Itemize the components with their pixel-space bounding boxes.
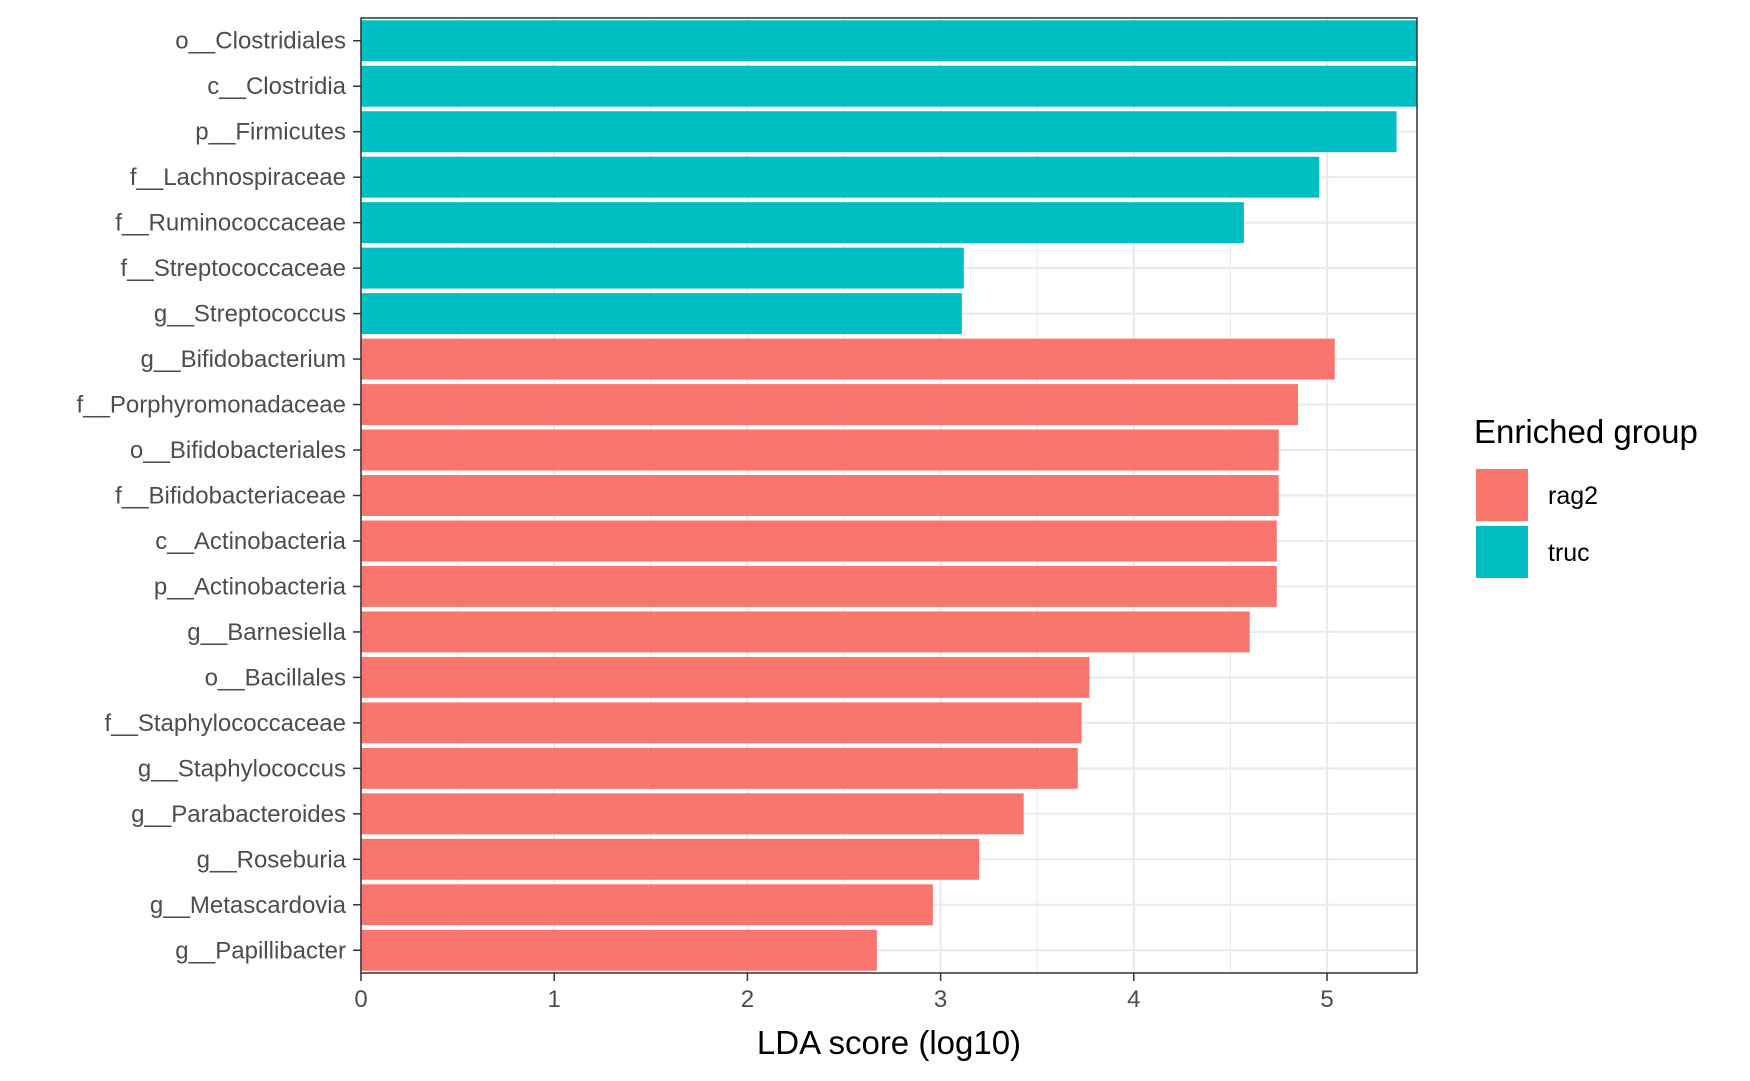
bar-g-roseburia: [361, 838, 980, 880]
y-tick-label: g__Bifidobacterium: [141, 346, 346, 373]
bar-p-firmicutes: [361, 111, 1397, 153]
bar-p-actinobacteria: [361, 565, 1277, 607]
bar-g-metascardovia: [361, 884, 933, 926]
y-tick-label: p__Firmicutes: [195, 119, 346, 146]
y-tick-label: f__Ruminococcaceae: [115, 210, 346, 237]
x-axis-title: LDA score (log10): [757, 1024, 1021, 1061]
x-tick-label: 5: [1320, 986, 1333, 1013]
legend-swatch-rag2: [1476, 469, 1528, 521]
bar-f-lachnospiraceae: [361, 156, 1320, 198]
x-axis: 0 1 2 3 4 5: [354, 973, 1334, 1013]
bar-c-clostridia: [361, 65, 1417, 107]
legend: Enriched group rag2 truc: [1474, 413, 1698, 578]
legend-label-rag2: rag2: [1548, 482, 1598, 510]
y-tick-label: f__Porphyromonadaceae: [76, 392, 346, 419]
y-tick-label: g__Metascardovia: [150, 892, 347, 919]
bar-g-barnesiella: [361, 611, 1250, 653]
bar-c-actinobacteria: [361, 520, 1277, 562]
bar-o-bacillales: [361, 656, 1090, 698]
y-tick-label: g__Papillibacter: [175, 937, 346, 964]
bar-g-staphylococcus: [361, 747, 1078, 789]
x-tick-label: 1: [548, 986, 561, 1013]
legend-title: Enriched group: [1474, 413, 1698, 450]
y-tick-label: f__Lachnospiraceae: [130, 164, 346, 191]
bar-f-staphylococcaceae: [361, 702, 1082, 744]
bar-f-bifidobacteriaceae: [361, 475, 1279, 516]
legend-label-truc: truc: [1548, 539, 1590, 567]
bar-g-streptococcus: [361, 293, 962, 335]
bar-g-parabacteroides: [361, 793, 1024, 835]
y-tick-label: o__Bacillales: [205, 664, 346, 691]
y-tick-label: f__Streptococcaceae: [121, 255, 346, 282]
y-tick-label: c__Clostridia: [207, 73, 346, 100]
y-tick-label: g__Roseburia: [197, 846, 347, 873]
y-tick-label: g__Parabacteroides: [131, 801, 346, 828]
bar-g-papillibacter: [361, 929, 877, 971]
y-tick-label: g__Barnesiella: [187, 619, 346, 646]
bar-o-clostridiales: [361, 20, 1417, 62]
x-tick-label: 0: [354, 986, 367, 1013]
bar-g-bifidobacterium: [361, 338, 1335, 380]
y-tick-label: p__Actinobacteria: [154, 573, 347, 600]
bar-f-porphyromonadaceae: [361, 384, 1299, 426]
legend-swatch-truc: [1476, 526, 1528, 578]
y-tick-label: o__Bifidobacteriales: [130, 437, 346, 464]
bar-f-streptococcaceae: [361, 247, 964, 289]
y-tick-label: c__Actinobacteria: [155, 528, 346, 555]
y-axis: o__Clostridiales c__Clostridia p__Firmicut…: [76, 28, 361, 964]
x-tick-label: 3: [934, 986, 947, 1013]
y-tick-label: g__Staphylococcus: [138, 755, 346, 782]
y-tick-label: f__Staphylococcaceae: [105, 710, 347, 737]
y-tick-label: f__Bifidobacteriaceae: [115, 483, 346, 510]
bars: [361, 20, 1417, 971]
y-tick-label: g__Streptococcus: [154, 301, 346, 328]
bar-f-ruminococcaceae: [361, 202, 1244, 244]
x-tick-label: 2: [741, 986, 754, 1013]
bar-o-bifidobacteriales: [361, 429, 1279, 471]
x-tick-label: 4: [1127, 986, 1140, 1013]
y-tick-label: o__Clostridiales: [175, 28, 346, 55]
